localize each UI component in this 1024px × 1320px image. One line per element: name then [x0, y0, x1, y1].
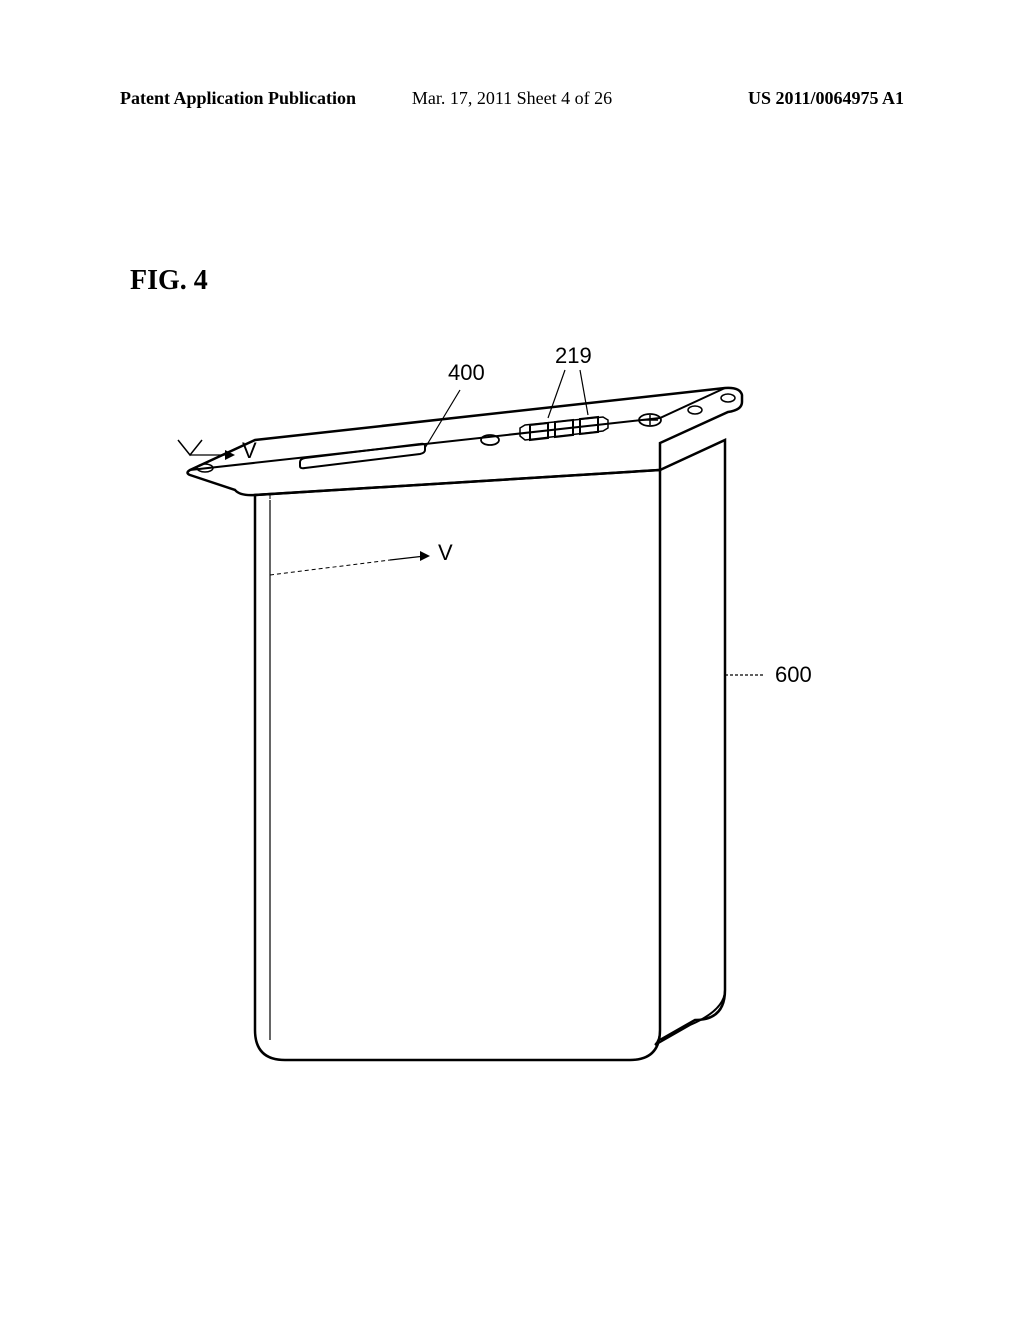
header-publication: Patent Application Publication	[120, 88, 356, 109]
page-header: Patent Application Publication Mar. 17, …	[0, 88, 1024, 109]
figure-container: 400 219 600 V V	[130, 340, 890, 1100]
cap-top-edge	[190, 388, 725, 470]
cap-hole-far-right	[688, 406, 702, 414]
section-label-v-top: V	[242, 438, 257, 464]
ref-label-400: 400	[448, 360, 485, 386]
leader-219-2	[580, 370, 588, 415]
can-side-face	[660, 440, 725, 1040]
can-front-face	[255, 470, 660, 1060]
bolt-cross	[642, 415, 658, 425]
section-dash-horizontal	[270, 560, 390, 575]
ref-label-219: 219	[555, 343, 592, 369]
ref-label-600: 600	[775, 662, 812, 688]
section-arrow-top	[178, 440, 202, 455]
section-label-v-bottom: V	[438, 540, 453, 566]
leader-219-1	[548, 370, 565, 418]
header-patent-number: US 2011/0064975 A1	[748, 88, 904, 109]
section-line-bottom	[390, 556, 425, 560]
cap-hole-right	[721, 394, 735, 402]
figure-label: FIG. 4	[130, 265, 208, 297]
terminal-slot-left	[300, 444, 425, 469]
header-date-sheet: Mar. 17, 2011 Sheet 4 of 26	[412, 88, 612, 109]
section-arrowhead-bottom	[420, 551, 430, 561]
